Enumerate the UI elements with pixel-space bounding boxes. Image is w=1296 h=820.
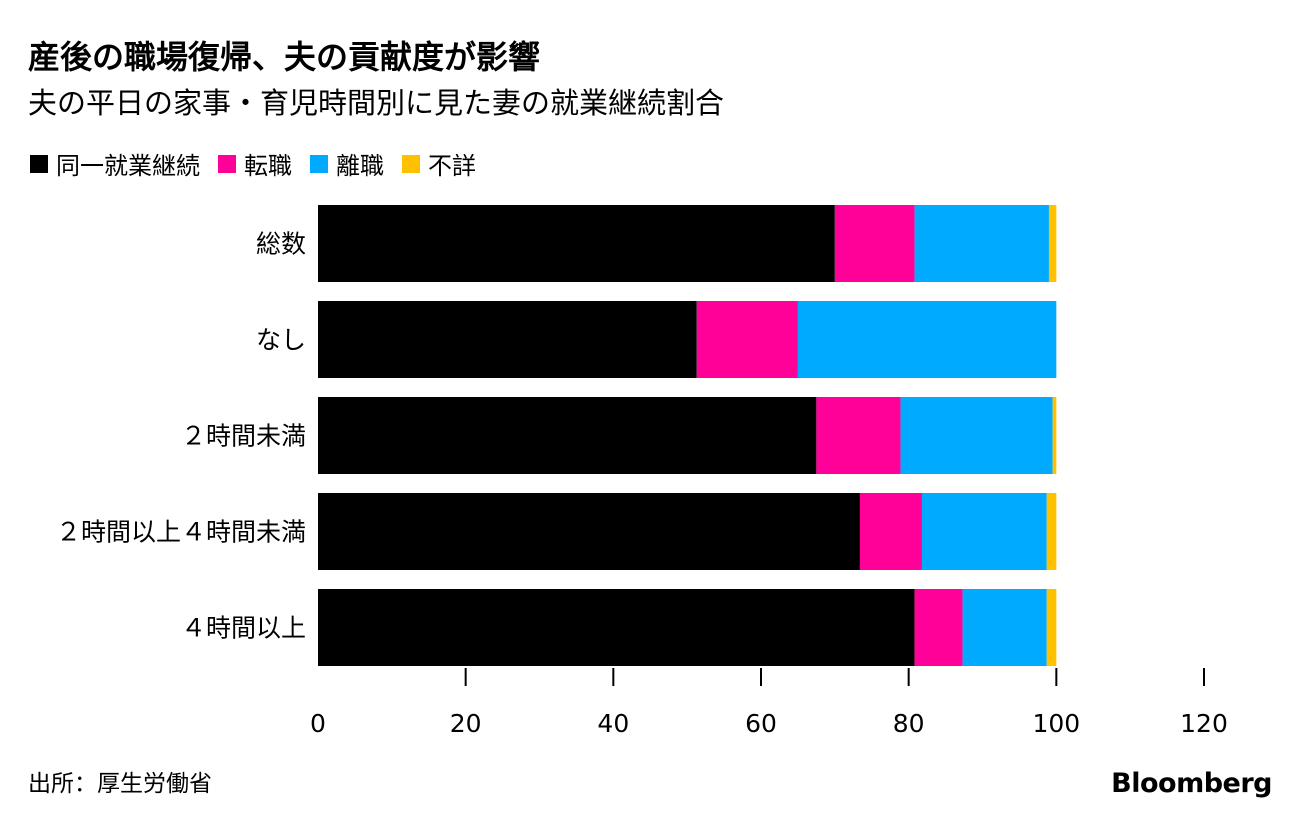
x-tick-label-1: 20 xyxy=(450,709,482,738)
bar-segment-series2-row1 xyxy=(797,301,1057,378)
chart-subtitle: 夫の平日の家事・育児時間別に見た妻の就業継続割合 xyxy=(28,86,725,120)
category-label-4: ４時間以上 xyxy=(181,614,306,643)
x-tick-label-6: 120 xyxy=(1180,709,1228,738)
chart-title: 産後の職場復帰、夫の貢献度が影響 xyxy=(28,38,541,76)
bar-segment-series3-row3 xyxy=(1046,493,1057,570)
legend-label-job-change: 転職 xyxy=(244,152,292,180)
bar-segment-series0-row4 xyxy=(318,589,915,666)
legend: 同一就業継続 転職 離職 不詳 xyxy=(30,146,494,181)
bar-segment-series0-row0 xyxy=(318,205,835,282)
category-label-0: 総数 xyxy=(256,230,306,259)
category-label-1: なし xyxy=(256,326,306,355)
legend-label-unknown: 不詳 xyxy=(428,152,476,180)
bloomberg-logo: Bloomberg xyxy=(1111,768,1272,799)
bar-segment-series2-row0 xyxy=(914,205,1049,282)
bar-segment-series3-row0 xyxy=(1048,205,1057,282)
x-tick-label-2: 40 xyxy=(597,709,629,738)
legend-swatch-same-job xyxy=(30,154,48,173)
category-label-3: ２時間以上４時間未満 xyxy=(56,518,306,547)
legend-label-left-job: 離職 xyxy=(336,152,384,180)
legend-swatch-unknown xyxy=(402,154,420,173)
bar-segment-series0-row1 xyxy=(318,301,697,378)
legend-swatch-left-job xyxy=(310,154,328,173)
x-tick-label-0: 0 xyxy=(310,709,326,738)
legend-label-same-job: 同一就業継続 xyxy=(56,152,200,180)
bar-segment-series3-row2 xyxy=(1052,397,1057,474)
x-tick-label-3: 60 xyxy=(745,709,777,738)
bar-segment-series1-row4 xyxy=(914,589,963,666)
legend-item-job-change: 転職 xyxy=(218,146,292,181)
bar-segment-series3-row4 xyxy=(1046,589,1057,666)
bar-segment-series1-row3 xyxy=(859,493,922,570)
legend-item-unknown: 不詳 xyxy=(402,146,476,181)
bar-segment-series0-row2 xyxy=(318,397,817,474)
source-note: 出所：厚生労働省 xyxy=(28,771,212,797)
legend-item-same-job: 同一就業継続 xyxy=(30,146,200,181)
bar-segment-series2-row4 xyxy=(962,589,1047,666)
bar-segment-series2-row3 xyxy=(921,493,1047,570)
x-tick-label-5: 100 xyxy=(1032,709,1080,738)
bar-segment-series1-row1 xyxy=(696,301,798,378)
legend-item-left-job: 離職 xyxy=(310,146,384,181)
category-label-2: ２時間未満 xyxy=(181,422,306,451)
x-tick-label-4: 80 xyxy=(893,709,925,738)
bar-segment-series1-row0 xyxy=(834,205,915,282)
bar-segment-series2-row2 xyxy=(900,397,1053,474)
bar-segment-series0-row3 xyxy=(318,493,860,570)
legend-swatch-job-change xyxy=(218,154,236,173)
bar-segment-series1-row2 xyxy=(816,397,901,474)
